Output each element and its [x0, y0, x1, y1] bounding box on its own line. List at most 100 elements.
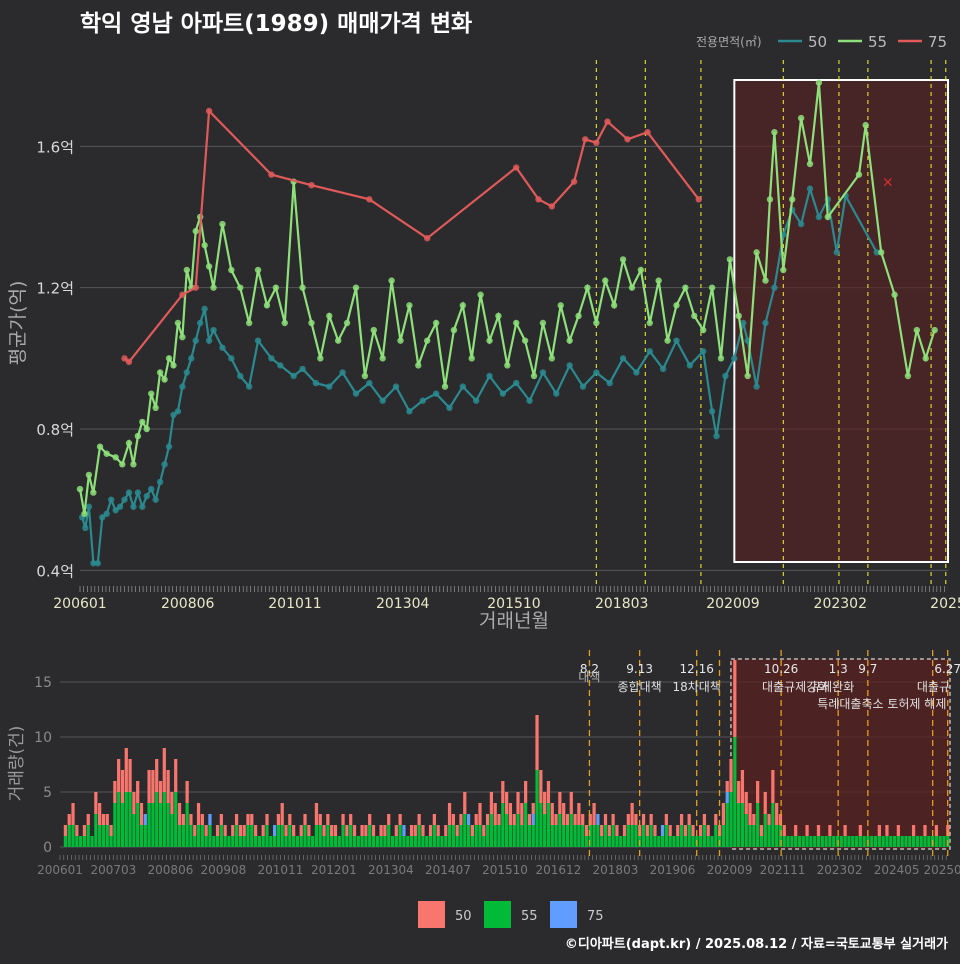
volume-bar-55 — [520, 825, 524, 847]
price-point-55 — [904, 372, 912, 380]
volume-bar-55 — [455, 836, 459, 847]
volume-bar-50 — [432, 814, 436, 825]
volume-bar-55 — [79, 836, 83, 847]
price-point-55 — [370, 326, 377, 334]
volume-bar-50 — [349, 814, 353, 825]
volume-x-tick-label: 201906 — [650, 863, 696, 877]
price-point-55 — [771, 129, 778, 136]
policy-event-date: 9.7 — [858, 662, 877, 676]
volume-bar-50 — [885, 825, 889, 836]
volume-legend-swatch-55 — [484, 901, 511, 928]
price-y-tick-label: 0.4억 — [36, 562, 74, 580]
volume-bar-55 — [512, 825, 516, 847]
price-x-tick-label: 200601 — [53, 596, 106, 612]
volume-bar-50 — [630, 803, 634, 825]
volume-bar-55 — [299, 836, 303, 847]
price-point-75 — [624, 136, 631, 143]
price-point-55 — [245, 319, 253, 327]
price-point-55 — [637, 266, 645, 274]
volume-bar-55 — [862, 836, 866, 847]
volume-bar-55 — [756, 803, 760, 847]
volume-bar-50 — [782, 825, 786, 836]
volume-bar-50 — [805, 825, 809, 836]
price-point-75 — [644, 129, 651, 136]
volume-bar-50 — [725, 781, 729, 792]
volume-bar-55 — [854, 836, 859, 847]
price-point-55 — [174, 319, 182, 327]
volume-bar-50 — [740, 770, 745, 803]
volume-bar-55 — [497, 825, 501, 847]
volume-bar-55 — [101, 825, 106, 847]
volume-bar-55 — [71, 825, 75, 847]
volume-bar-50 — [691, 825, 695, 836]
volume-bar-50 — [554, 814, 558, 825]
price-point-50 — [219, 344, 226, 351]
price-outlier-marker: × — [882, 175, 894, 191]
volume-bar-55 — [196, 825, 201, 847]
volume-y-tick-label: 5 — [43, 785, 52, 801]
volume-bar-50 — [615, 825, 619, 836]
price-y-tick-label: 1.2억 — [36, 280, 74, 298]
price-point-55 — [143, 425, 150, 433]
volume-bar-55 — [398, 825, 402, 847]
volume-bar-50 — [455, 825, 459, 836]
price-point-55 — [855, 171, 863, 178]
volume-bar-50 — [147, 770, 151, 803]
volume-bar-55 — [269, 836, 273, 847]
price-point-55 — [530, 372, 538, 380]
volume-bar-50 — [698, 825, 703, 836]
volume-bar-55 — [543, 814, 547, 847]
volume-bar-55 — [881, 836, 885, 847]
volume-bar-55 — [383, 836, 387, 847]
volume-bar-55 — [737, 803, 741, 847]
volume-bar-50 — [714, 814, 718, 825]
price-point-50 — [179, 383, 186, 390]
volume-bar-50 — [82, 825, 87, 836]
volume-legend-label-75: 75 — [587, 909, 604, 924]
price-point-50 — [112, 507, 119, 514]
volume-bar-50 — [531, 803, 535, 814]
price-x-tick-label: 201510 — [487, 596, 540, 612]
volume-bar-50 — [189, 814, 193, 825]
volume-bar-50 — [516, 792, 520, 814]
price-point-75 — [268, 171, 275, 178]
price-point-50 — [762, 319, 769, 327]
volume-bar-55 — [562, 825, 566, 847]
price-point-75 — [308, 182, 315, 189]
volume-legend-label-55: 55 — [521, 909, 538, 924]
price-point-55 — [134, 432, 142, 440]
volume-bar-55 — [174, 792, 178, 847]
volume-bar-55 — [181, 825, 185, 847]
volume-bar-55 — [794, 836, 798, 847]
volume-bar-55 — [600, 836, 604, 847]
volume-bar-50 — [524, 781, 528, 803]
price-point-75 — [604, 118, 611, 125]
volume-bar-55 — [124, 792, 128, 847]
volume-bar-55 — [371, 836, 376, 847]
volume-bar-55 — [839, 836, 843, 847]
price-point-55 — [584, 284, 591, 291]
volume-bar-55 — [409, 836, 414, 847]
volume-bar-50 — [177, 803, 182, 825]
volume-bar-55 — [660, 836, 665, 847]
price-point-75 — [192, 284, 199, 291]
volume-bar-55 — [428, 836, 433, 847]
price-point-50 — [183, 369, 191, 376]
volume-bar-55 — [238, 836, 242, 847]
price-point-55 — [753, 249, 760, 256]
price-point-50 — [699, 348, 707, 355]
volume-bar-50 — [934, 825, 939, 836]
volume-x-tick-label: 202111 — [760, 863, 806, 877]
price-point-55 — [308, 319, 315, 327]
volume-bar-55 — [505, 814, 509, 847]
volume-bar-55 — [744, 814, 748, 847]
price-point-55 — [130, 461, 137, 468]
volume-bar-50 — [592, 803, 596, 825]
price-point-50 — [121, 496, 128, 503]
volume-bar-55 — [809, 836, 813, 847]
price-point-50 — [339, 369, 346, 376]
price-point-50 — [553, 390, 560, 397]
price-point-55 — [161, 376, 168, 383]
price-point-50 — [103, 510, 110, 517]
price-point-75 — [570, 178, 578, 185]
